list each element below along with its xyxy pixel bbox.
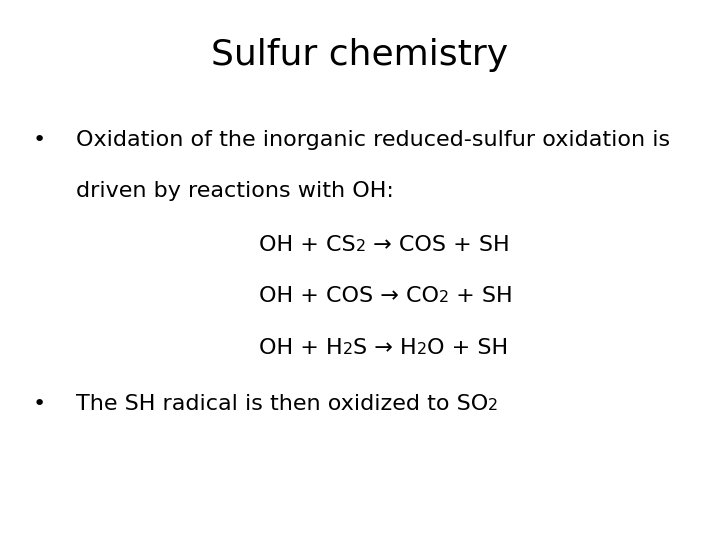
- Text: •: •: [33, 130, 46, 150]
- Text: The SH radical is then oxidized to SO: The SH radical is then oxidized to SO: [76, 394, 488, 414]
- Text: 2: 2: [417, 341, 427, 356]
- Text: 2: 2: [343, 341, 353, 356]
- Text: 2: 2: [439, 290, 449, 305]
- Text: 2: 2: [488, 398, 498, 413]
- Text: driven by reactions with OH:: driven by reactions with OH:: [76, 181, 393, 201]
- Text: S → H: S → H: [353, 338, 417, 357]
- Text: Sulfur chemistry: Sulfur chemistry: [212, 38, 508, 72]
- Text: → COS + SH: → COS + SH: [366, 235, 510, 255]
- Text: OH + CS: OH + CS: [259, 235, 356, 255]
- Text: O + SH: O + SH: [427, 338, 508, 357]
- Text: Oxidation of the inorganic reduced-sulfur oxidation is: Oxidation of the inorganic reduced-sulfu…: [76, 130, 670, 150]
- Text: OH + COS → CO: OH + COS → CO: [259, 286, 439, 306]
- Text: 2: 2: [356, 239, 366, 254]
- Text: + SH: + SH: [449, 286, 513, 306]
- Text: •: •: [33, 394, 46, 414]
- Text: OH + H: OH + H: [259, 338, 343, 357]
